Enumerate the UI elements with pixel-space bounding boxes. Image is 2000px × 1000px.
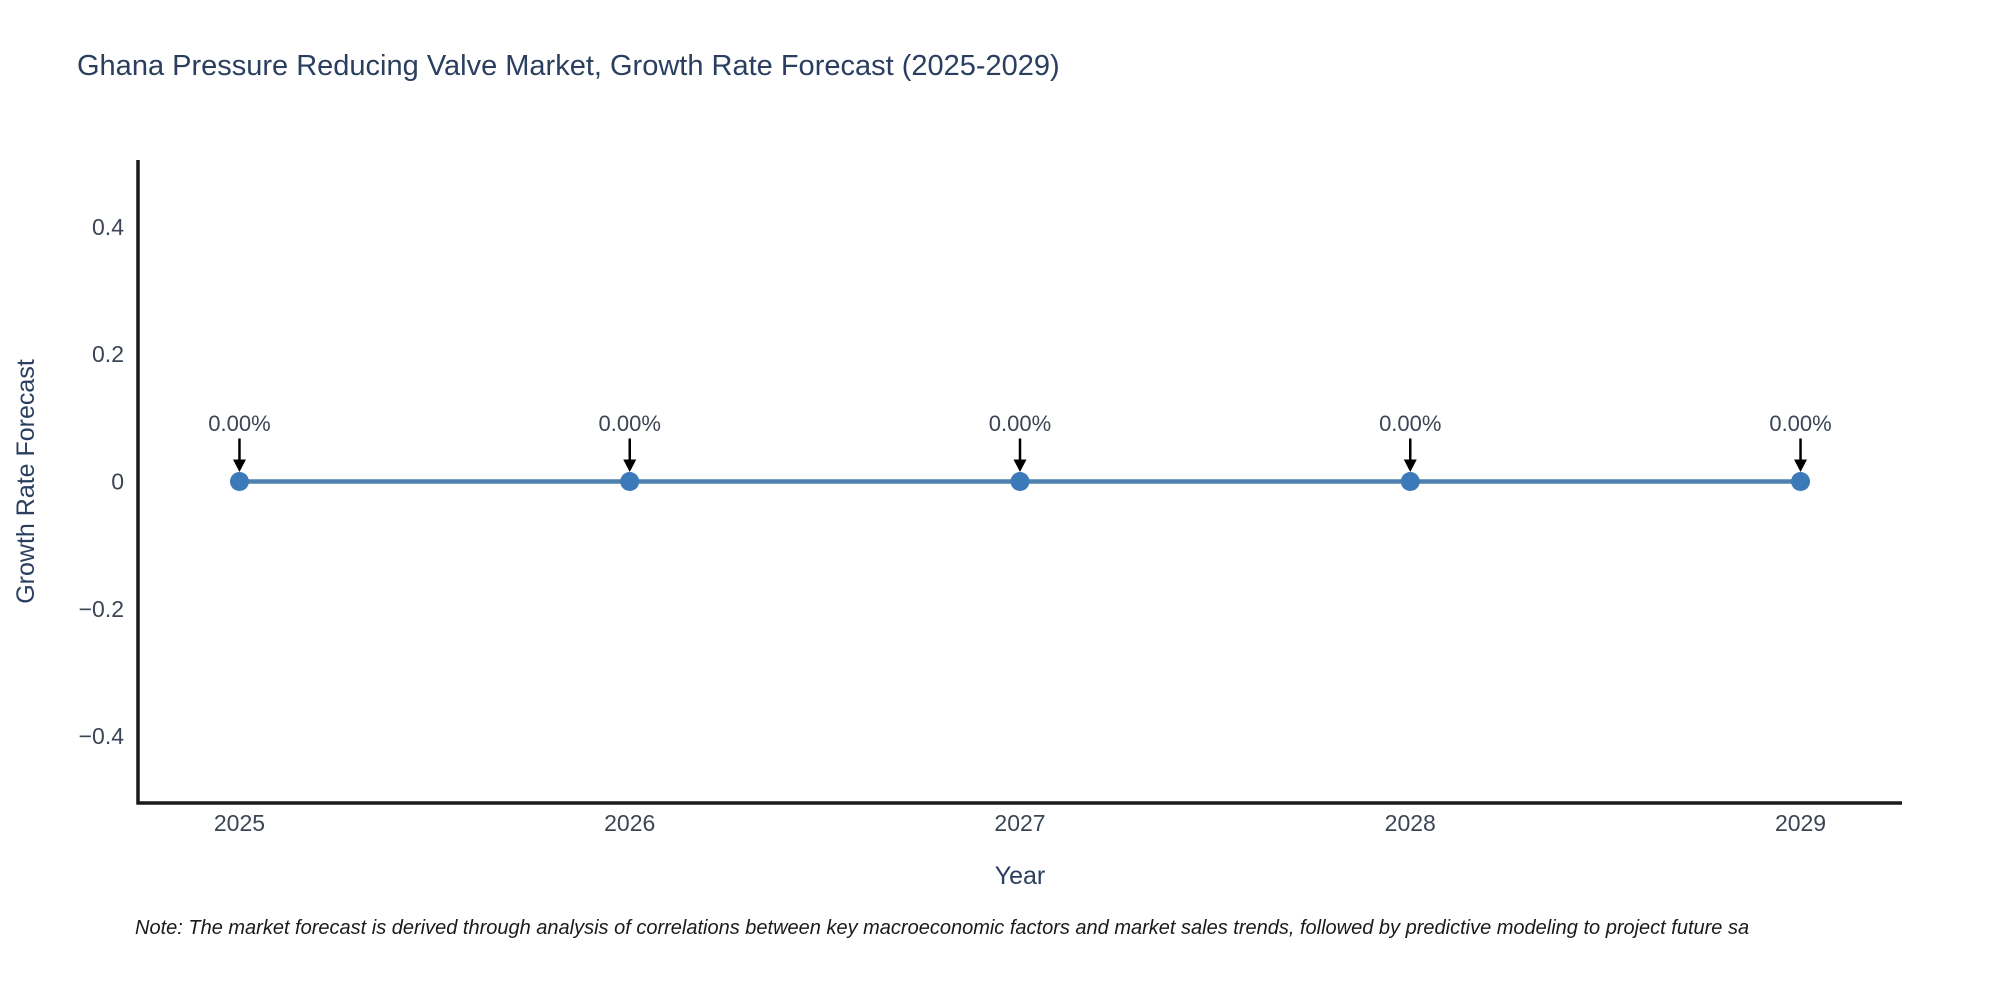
data-point <box>229 472 249 491</box>
data-point <box>1400 472 1420 491</box>
x-axis-tick-label: 2026 <box>604 810 655 836</box>
axis-spines <box>136 160 1902 805</box>
point-annotation: 0.00% <box>1769 411 1831 436</box>
y-axis-tick-label: 0 <box>111 469 124 495</box>
chart-title: Ghana Pressure Reducing Valve Market, Gr… <box>77 50 1060 82</box>
data-point <box>1010 472 1030 491</box>
x-axis-tick-label: 2028 <box>1385 810 1436 836</box>
point-annotation: 0.00% <box>208 411 270 436</box>
data-point <box>1791 472 1811 491</box>
annotation-arrow-head <box>1403 459 1417 472</box>
data-point <box>620 472 640 491</box>
y-axis-tick-label: 0.4 <box>92 214 124 240</box>
point-annotation: 0.00% <box>599 411 661 436</box>
chart-footnote: Note: The market forecast is derived thr… <box>135 917 1750 939</box>
y-axis-title: Growth Rate Forecast <box>12 359 40 604</box>
annotation-arrow-head <box>232 459 246 472</box>
point-annotation: 0.00% <box>989 411 1051 436</box>
x-axis-tick-label: 2029 <box>1775 810 1826 836</box>
annotation-arrow-head <box>623 459 637 472</box>
x-axis-title: Year <box>995 862 1046 890</box>
y-axis-tick-label: 0.2 <box>92 341 124 367</box>
point-annotation: 0.00% <box>1379 411 1441 436</box>
x-axis-tick-label: 2027 <box>994 810 1045 836</box>
y-axis-tick-label: −0.2 <box>79 596 124 622</box>
annotation-arrow-head <box>1794 459 1808 472</box>
x-axis-tick-label: 2025 <box>214 810 265 836</box>
annotation-arrow-head <box>1013 459 1027 472</box>
y-axis-tick-label: −0.4 <box>79 723 125 749</box>
